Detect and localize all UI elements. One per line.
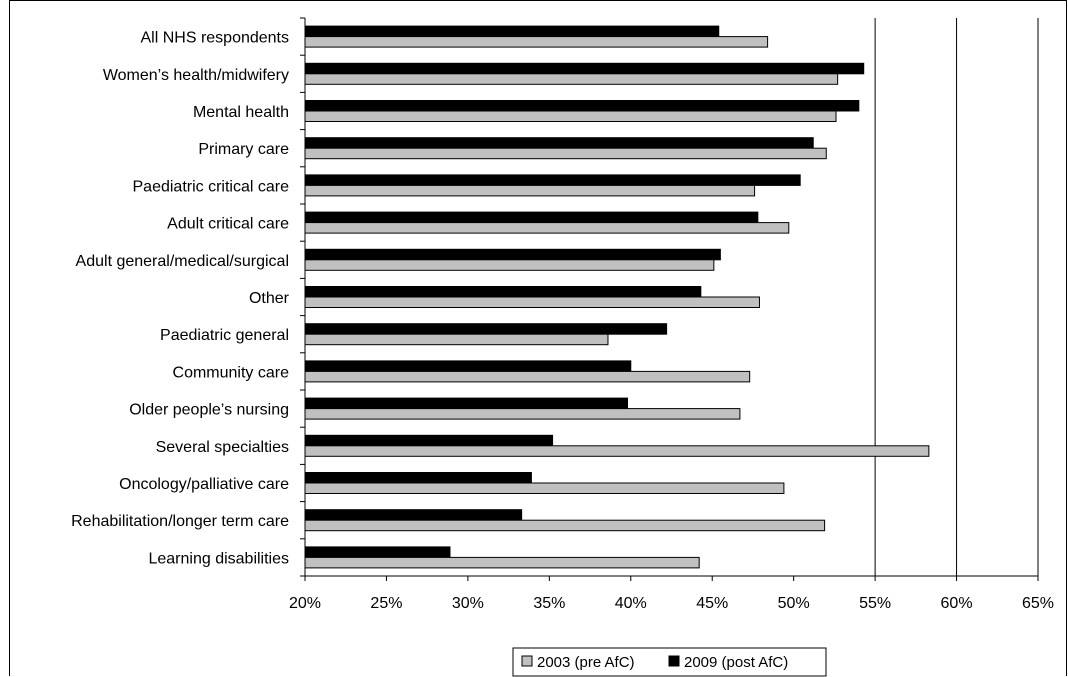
bar-2009 bbox=[304, 174, 801, 186]
bar-2003 bbox=[304, 259, 715, 271]
category-label: Paediatric general bbox=[160, 327, 289, 344]
bar-2003 bbox=[304, 408, 741, 420]
bar-2003 bbox=[304, 482, 785, 494]
bars bbox=[304, 25, 930, 569]
bar-2009 bbox=[304, 546, 451, 558]
gridlines bbox=[874, 18, 1039, 576]
bar-2009 bbox=[304, 509, 523, 521]
x-tick-label: 60% bbox=[941, 595, 973, 612]
category-label: Women’s health/midwifery bbox=[103, 67, 289, 84]
bar-2003 bbox=[304, 296, 760, 308]
category-label: Mental health bbox=[193, 104, 289, 121]
legend-label-2009: 2009 (post AfC) bbox=[684, 654, 788, 671]
x-tick-label: 55% bbox=[859, 595, 891, 612]
bar-2003 bbox=[304, 519, 826, 532]
bar-2009 bbox=[304, 360, 632, 372]
bar-2003 bbox=[304, 184, 756, 197]
bar-2009 bbox=[304, 211, 759, 224]
category-label: Several specialties bbox=[156, 439, 289, 456]
legend: 2003 (pre AfC) 2009 (post AfC) bbox=[512, 647, 827, 677]
chart-frame bbox=[9, 0, 1067, 676]
bar-2009 bbox=[304, 286, 702, 298]
x-tick-label: 40% bbox=[615, 595, 647, 612]
bar-2009 bbox=[304, 323, 668, 335]
x-tick-label: 45% bbox=[696, 595, 728, 612]
bar-2009 bbox=[304, 100, 860, 112]
category-label: Oncology/palliative care bbox=[119, 476, 289, 493]
x-tick-label: 25% bbox=[370, 595, 402, 612]
category-label: Other bbox=[249, 290, 290, 307]
bar-2003 bbox=[304, 556, 700, 569]
bar-2003 bbox=[304, 333, 609, 346]
bar-2003 bbox=[304, 36, 769, 48]
bar-2003 bbox=[304, 370, 751, 383]
bar-2009 bbox=[304, 137, 814, 149]
bar-2003 bbox=[304, 147, 827, 160]
category-label: Paediatric critical care bbox=[133, 178, 290, 195]
category-label: Rehabilitation/longer term care bbox=[71, 513, 289, 530]
category-labels: All NHS respondents Women’s health/midwif… bbox=[71, 30, 290, 568]
legend-label-2003: 2003 (pre AfC) bbox=[537, 654, 635, 671]
category-label: Community care bbox=[173, 364, 290, 381]
x-tick-label: 30% bbox=[452, 595, 484, 612]
bar-2003 bbox=[304, 222, 790, 234]
bar-2009 bbox=[304, 397, 629, 410]
category-label: All NHS respondents bbox=[140, 30, 289, 47]
category-label: Learning disabilities bbox=[148, 550, 289, 567]
legend-swatch-2009 bbox=[668, 655, 680, 667]
x-tick-label: 20% bbox=[289, 595, 321, 612]
category-label: Primary care bbox=[198, 141, 289, 158]
bar-2003 bbox=[304, 445, 930, 457]
bar-2009 bbox=[304, 25, 720, 38]
bar-2009 bbox=[304, 248, 721, 261]
x-tick-labels: 20% 25% 30% 35% 40% 45% 50% 55% 60% 65% bbox=[289, 595, 1054, 612]
category-label: Older people’s nursing bbox=[129, 402, 289, 419]
bar-2009 bbox=[304, 472, 532, 484]
x-tick-label: 50% bbox=[778, 595, 810, 612]
legend-swatch-2003 bbox=[521, 655, 533, 667]
axes bbox=[300, 17, 1039, 581]
bar-2003 bbox=[304, 73, 839, 85]
x-tick-label: 65% bbox=[1022, 595, 1054, 612]
category-label: Adult critical care bbox=[167, 216, 289, 233]
bar-2009 bbox=[304, 434, 554, 447]
x-tick-label: 35% bbox=[533, 595, 565, 612]
bar-2009 bbox=[304, 62, 865, 75]
bar-2003 bbox=[304, 110, 837, 122]
category-label: Adult general/medical/surgical bbox=[76, 253, 289, 270]
